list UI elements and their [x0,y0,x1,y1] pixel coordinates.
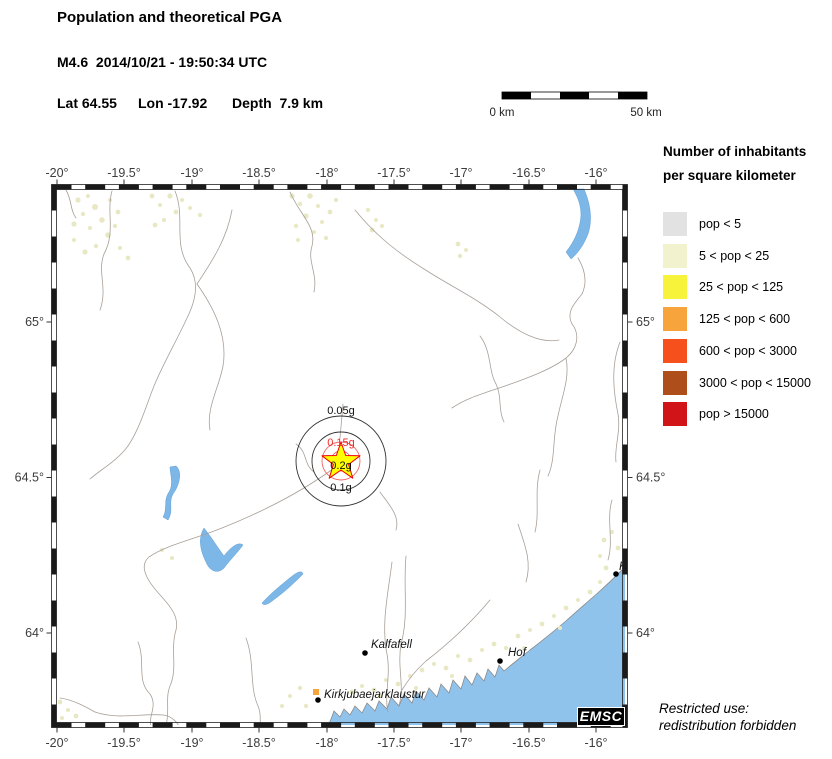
pga-label-015g: 0.15g [327,437,355,449]
lake [200,527,244,572]
pga-label-02g: 0.2g [330,460,351,472]
scale-bar-end-label: 50 km [630,107,661,119]
lon-tick-label: -18.5° [242,736,276,750]
legend-item: 3000 < pop < 15000 [663,370,811,395]
lat-tick-label: 64.5° [636,471,665,485]
emsc-logo: EMSC [577,707,625,726]
legend-item: 600 < pop < 3000 [663,338,798,363]
lake [261,571,304,605]
town-dot-kalfafell [362,650,368,656]
towns: Kalfafell Hof Kirkjubaejarklaustur Ke [313,561,633,703]
lat-tick-label: 65° [25,315,44,329]
legend-item: 125 < pop < 600 [663,307,791,332]
legend-swatch [663,307,687,332]
legend-swatch [663,212,687,236]
lat-tick-label: 64.5° [15,471,44,485]
event-latitude: Lat 64.55 [57,95,117,111]
map-features: 0.05g 0.15g 0.2g 0.1g Kalfafell Hof Kirk… [57,188,633,725]
pga-ring-01g [311,431,371,491]
pga-ring-005g [295,415,387,507]
legend-item-label: pop > 15000 [699,407,769,422]
restricted-use-line1: Restricted use: [659,701,750,716]
legend-item-label: 25 < pop < 125 [699,280,784,295]
scale-bar-start-label: 0 km [490,107,515,119]
lon-tick-label: -17.5° [377,736,411,750]
town-dot-kirkjubaejarklaustur [315,697,321,703]
legend-swatch [663,370,687,395]
page-title: Population and theoretical PGA [57,9,283,26]
legend-item: 5 < pop < 25 [663,243,770,268]
legend: Number of inhabitants per square kilomet… [663,143,831,427]
map-frame [46,179,633,733]
lat-tick-label: 64° [636,626,655,640]
restricted-use-line2: redistribution forbidden [659,717,797,733]
town-dot-ke [613,571,619,577]
lon-tick-label: -16.5° [512,736,546,750]
town-dot-hof [497,658,503,664]
scale-bar: 0 km 50 km [490,91,662,119]
legend-title-line1: Number of inhabitants [663,144,807,159]
latitude-labels-left: 65° 64.5° 64° [15,315,44,640]
longitude-labels-top: -20° -19.5° -19° -18.5° -18° -17.5° -17°… [45,166,607,180]
legend-item-label: 600 < pop < 3000 [699,343,798,358]
event-coordinates: Lat 64.55 Lon -17.92 Depth 7.9 km [57,95,323,175]
lon-tick-label: -18.5° [242,166,276,180]
legend-item-label: 3000 < pop < 15000 [699,375,811,390]
lon-tick-label: -17° [449,166,472,180]
lon-tick-label: -18° [315,736,338,750]
populated-area-marker [313,689,319,695]
event-longitude: Lon -17.92 [138,95,208,111]
longitude-labels-bottom: -20° -19.5° -19° -18.5° -18° -17.5° -17°… [45,736,607,750]
town-label-kalfafell: Kalfafell [371,639,412,651]
legend-item-label: pop < 5 [699,217,742,231]
lon-tick-label: -19.5° [107,736,141,750]
legend-item-label: 125 < pop < 600 [699,312,791,327]
legend-item: pop > 15000 [663,402,769,427]
legend-swatch [663,402,687,427]
lon-tick-label: -16° [584,166,607,180]
sea-polygon [327,566,625,725]
legend-swatch [663,275,687,300]
river-segment [162,465,180,521]
event-magnitude-datetime: M4.6 2014/10/21 - 19:50:34 UTC [57,54,268,70]
town-label-ke: Ke [619,561,633,573]
legend-title: Number of inhabitants per square kilomet… [663,143,831,184]
town-label-kirkjubaejarklaustur: Kirkjubaejarklaustur [324,689,426,701]
lon-tick-label: -18° [315,166,338,180]
lon-tick-label: -16° [584,736,607,750]
lon-tick-label: -20° [45,166,68,180]
population-speckles [57,193,621,720]
legend-swatch [663,243,687,268]
lon-tick-label: -19.5° [107,166,141,180]
river-polygon [565,188,591,260]
pga-label-01g: 0.1g [330,482,351,494]
lat-tick-label: 65° [636,315,655,329]
legend-item: pop < 5 [663,212,741,236]
lon-tick-label: -19° [180,166,203,180]
legend-title-line2: per square kilometer [663,168,796,183]
lon-tick-label: -17.5° [377,166,411,180]
restricted-use-note: Restricted use: redistribution forbidden [659,701,796,734]
lon-tick-label: -20° [45,736,68,750]
legend-item-label: 5 < pop < 25 [699,248,770,263]
latitude-labels-right: 65° 64.5° 64° [636,315,665,640]
event-depth: Depth 7.9 km [232,95,324,111]
epicenter-star-icon [321,441,361,479]
legend-item: 25 < pop < 125 [663,275,784,300]
legend-swatch [663,338,687,363]
lon-tick-label: -16.5° [512,166,546,180]
town-label-hof: Hof [508,647,528,659]
lat-tick-label: 64° [25,626,44,640]
pga-label-005g: 0.05g [327,405,355,417]
lon-tick-label: -17° [449,736,472,750]
lon-tick-label: -19° [180,736,203,750]
